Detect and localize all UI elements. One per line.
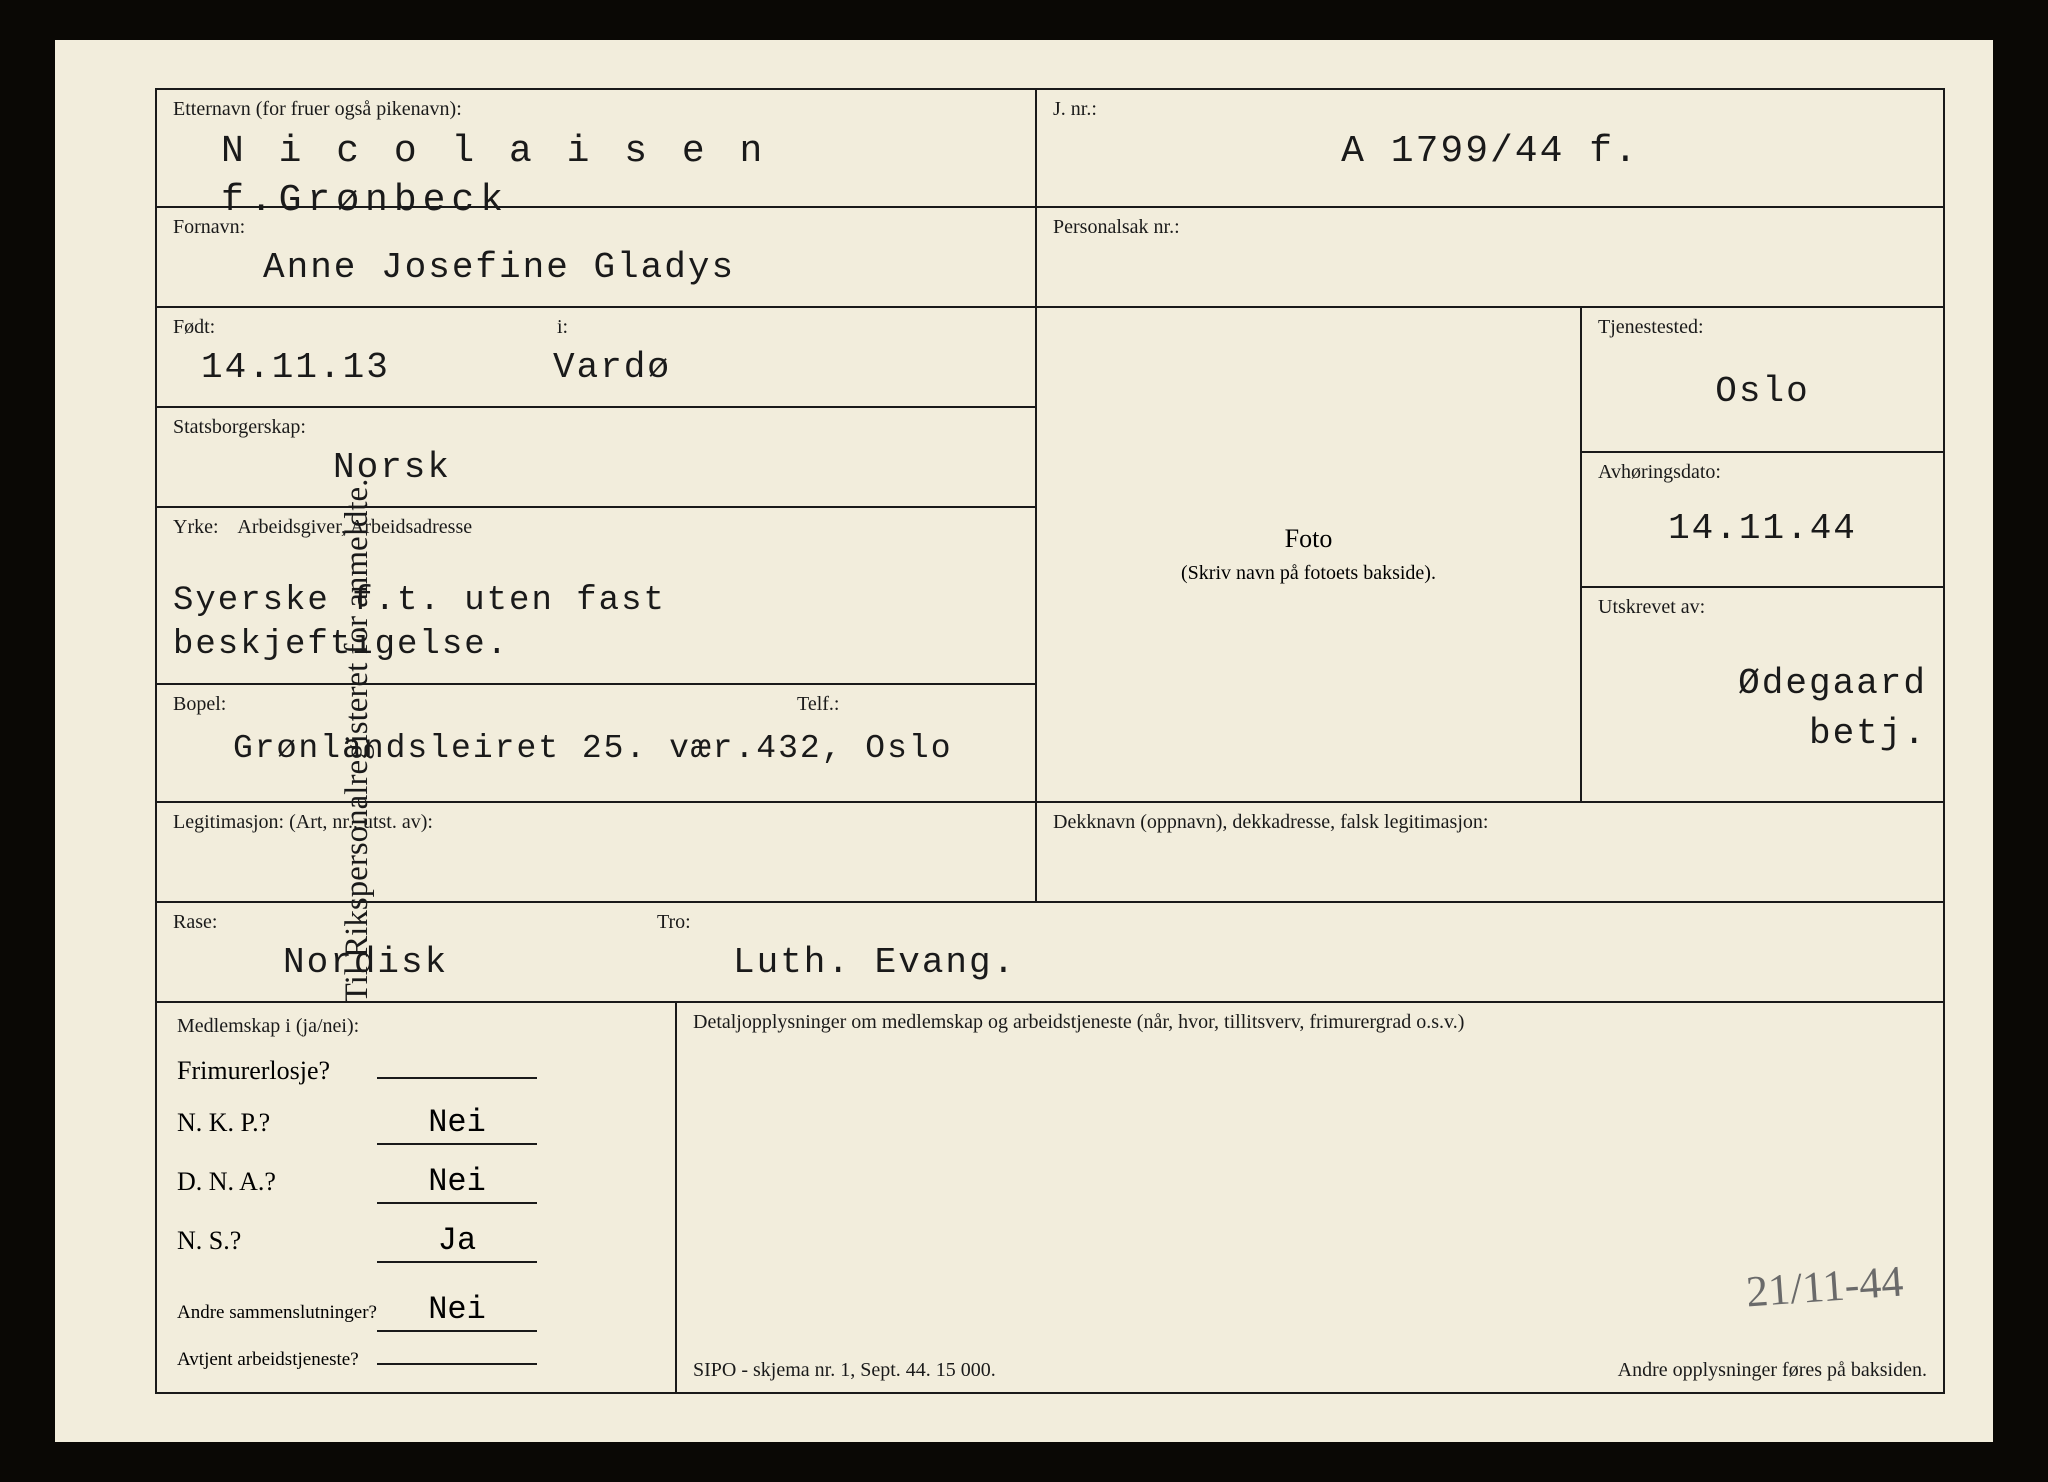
field-tjenestested: Tjenestested: Oslo [1582,308,1943,453]
field-etternavn: Etternavn (for fruer også pikenavn): N i… [157,90,1037,208]
field-avhoring: Avhøringsdato: 14.11.44 [1582,453,1943,588]
fodt-i-value: Vardø [553,345,671,392]
legit-label: Legitimasjon: (Art, nr., utst. av): [173,811,1019,834]
statsborger-label: Statsborgerskap: [173,416,1019,439]
membership-ns: N. S.? Ja [177,1222,655,1263]
tro-value: Luth. Evang. [673,940,1016,987]
andre-value: Nei [377,1291,537,1332]
fodt-i-label: i: [557,316,568,339]
field-statsborger: Statsborgerskap: Norsk [157,408,1037,508]
membership-andre: Andre sammenslutninger? Nei [177,1291,655,1332]
telf-label: Telf.: [797,693,839,716]
medlemskap-label: Medlemskap i (ja/nei): [177,1015,655,1038]
bopel-label: Bopel: [173,693,1019,716]
membership-nkp: N. K. P.? Nei [177,1104,655,1145]
nkp-label: N. K. P.? [177,1108,377,1138]
dekknavn-label: Dekknavn (oppnavn), dekkadresse, falsk l… [1053,811,1927,834]
field-detalj: Detaljopplysninger om medlemskap og arbe… [677,1003,1943,1392]
yrke-label: Yrke: Arbeidsgiver, Arbeidsadresse [173,516,1019,539]
field-yrke: Yrke: Arbeidsgiver, Arbeidsadresse Syers… [157,508,1037,685]
field-jnr: J. nr.: A 1799/44 f. [1037,90,1943,208]
field-personalsak: Personalsak nr.: [1037,208,1943,308]
membership-frimurer: Frimurerlosje? [177,1056,655,1086]
jnr-value: A 1799/44 f. [1053,127,1927,176]
andre-label: Andre sammenslutninger? [177,1303,377,1324]
yrke-value: Syerske f.t. uten fast beskjeftigelse. [173,579,1019,667]
fornavn-label: Fornavn: [173,216,1019,239]
fodt-value: 14.11.13 [173,345,553,392]
field-fodt: Født: i: 14.11.13 Vardø [157,308,1037,408]
nkp-value: Nei [377,1104,537,1145]
tjenestested-label: Tjenestested: [1598,316,1927,339]
field-dekknavn: Dekknavn (oppnavn), dekkadresse, falsk l… [1037,803,1943,903]
membership-dna: D. N. A.? Nei [177,1163,655,1204]
foto-label: Foto [1285,524,1333,554]
tjenestested-value: Oslo [1598,369,1927,416]
field-foto: Foto (Skriv navn på fotoets bakside). [1037,308,1582,803]
jnr-label: J. nr.: [1053,98,1927,121]
fodt-label: Født: [173,316,1019,339]
bopel-value: Grønlandsleiret 25. vær.432, Oslo [173,728,1019,771]
form-container: Etternavn (for fruer også pikenavn): N i… [155,88,1945,1394]
utskrevet-label: Utskrevet av: [1598,596,1927,619]
dna-value: Nei [377,1163,537,1204]
rase-label: Rase: [173,911,1927,934]
detalj-label: Detaljopplysninger om medlemskap og arbe… [693,1011,1927,1034]
foto-sub: (Skriv navn på fotoets bakside). [1181,562,1436,585]
field-utskrevet: Utskrevet av: Ødegaard betj. [1582,588,1943,803]
tro-label: Tro: [657,911,691,934]
field-bopel: Bopel: Telf.: Grønlandsleiret 25. vær.43… [157,685,1037,803]
dna-label: D. N. A.? [177,1167,377,1197]
andre-footer: Andre opplysninger føres på baksiden. [1618,1359,1927,1382]
field-legitimasjon: Legitimasjon: (Art, nr., utst. av): [157,803,1037,903]
avtjent-value [377,1361,537,1365]
personalsak-label: Personalsak nr.: [1053,216,1927,239]
ns-label: N. S.? [177,1226,377,1256]
avhoring-value: 14.11.44 [1598,506,1927,553]
frimurer-value [377,1075,537,1079]
avtjent-label: Avtjent arbeidstjeneste? [177,1350,377,1371]
rase-value: Nordisk [173,940,673,987]
field-rase-tro: Rase: Tro: Nordisk Luth. Evang. [157,903,1943,1003]
field-medlemskap: Medlemskap i (ja/nei): Frimurerlosje? N.… [157,1003,677,1392]
membership-avtjent: Avtjent arbeidstjeneste? [177,1350,655,1371]
etternavn-label: Etternavn (for fruer også pikenavn): [173,98,1019,121]
statsborger-value: Norsk [173,445,1019,492]
handwritten-date: 21/11-44 [1744,1256,1904,1318]
ns-value: Ja [377,1222,537,1263]
registration-card: Til Rikspersonalregisteret for anmeldte.… [55,40,1993,1442]
sipo-footer: SIPO - skjema nr. 1, Sept. 44. 15 000. [693,1359,996,1382]
utskrevet-value: Ødegaard betj. [1598,659,1927,760]
field-fornavn: Fornavn: Anne Josefine Gladys [157,208,1037,308]
fornavn-value: Anne Josefine Gladys [173,245,1019,292]
avhoring-label: Avhøringsdato: [1598,461,1927,484]
frimurer-label: Frimurerlosje? [177,1056,377,1086]
